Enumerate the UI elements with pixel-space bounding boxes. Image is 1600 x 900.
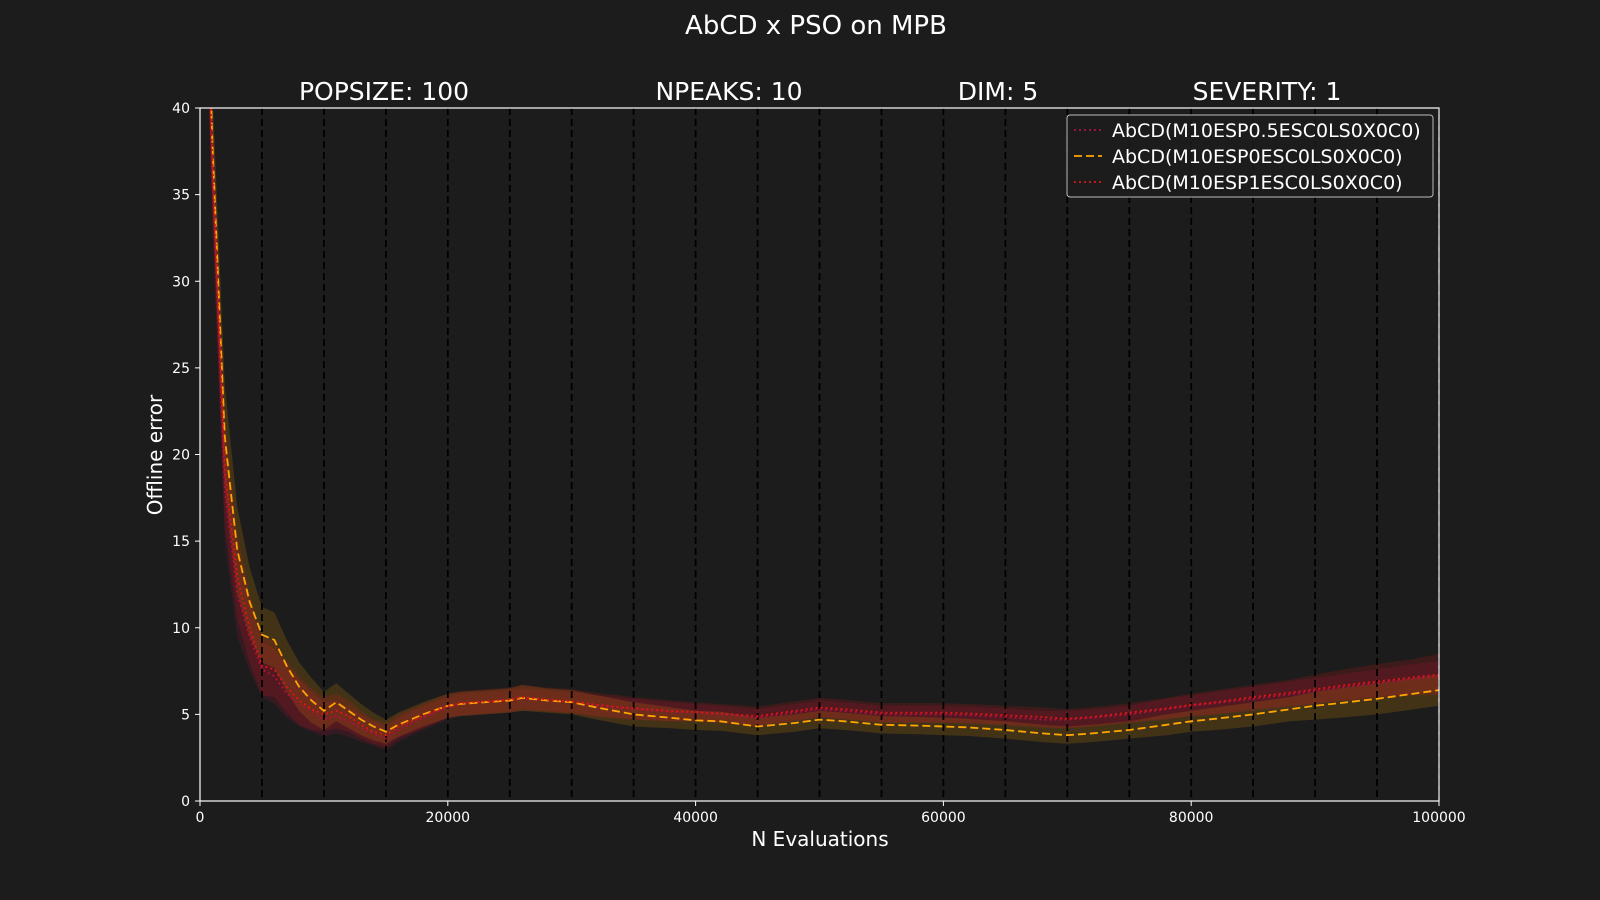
subtitle-popsize: POPSIZE: 100 bbox=[299, 77, 469, 106]
series-lines bbox=[209, 108, 1439, 740]
legend-label-1: AbCD(M10ESP0.5ESC0LS0X0C0) bbox=[1112, 120, 1421, 142]
y-tick-label: 5 bbox=[181, 707, 190, 723]
y-tick-label: 30 bbox=[172, 274, 190, 290]
y-axis-ticks: 0 5 10 15 20 25 30 35 40 bbox=[172, 101, 200, 810]
x-tick-label: 100000 bbox=[1412, 810, 1465, 826]
plot-area: 0 20000 40000 60000 80000 100000 0 5 10 15 20 25 30… bbox=[172, 101, 1466, 826]
series-line-1 bbox=[209, 108, 1439, 740]
y-tick-label: 35 bbox=[172, 188, 190, 204]
series-line-3 bbox=[209, 108, 1439, 737]
x-axis-ticks: 0 20000 40000 60000 80000 100000 bbox=[196, 801, 1466, 826]
y-tick-label: 20 bbox=[172, 448, 190, 464]
legend-box bbox=[1066, 114, 1434, 198]
x-tick-label: 60000 bbox=[921, 810, 966, 826]
y-tick-label: 25 bbox=[172, 361, 190, 377]
x-tick-label: 80000 bbox=[1169, 810, 1214, 826]
legend-label-2: AbCD(M10ESP0ESC0LS0X0C0) bbox=[1112, 146, 1403, 168]
legend-label-3: AbCD(M10ESP1ESC0LS0X0C0) bbox=[1112, 172, 1403, 194]
y-tick-label: 0 bbox=[181, 794, 190, 810]
subtitle-severity: SEVERITY: 1 bbox=[1193, 77, 1342, 106]
subtitle-npeaks: NPEAKS: 10 bbox=[655, 77, 802, 106]
series-line-2 bbox=[210, 108, 1439, 737]
y-tick-label: 15 bbox=[172, 534, 190, 550]
chart-title: AbCD x PSO on MPB bbox=[685, 11, 947, 41]
legend: AbCD(M10ESP0.5ESC0LS0X0C0) AbCD(M10ESP0ES… bbox=[1066, 114, 1434, 198]
x-axis-label: N Evaluations bbox=[751, 827, 888, 851]
series-band-3 bbox=[209, 108, 1439, 748]
y-tick-label: 10 bbox=[172, 621, 190, 637]
x-tick-label: 40000 bbox=[673, 810, 718, 826]
subtitle-dim: DIM: 5 bbox=[958, 77, 1038, 106]
y-axis-label: Offline error bbox=[143, 394, 167, 515]
y-tick-label: 40 bbox=[172, 101, 190, 117]
x-tick-label: 20000 bbox=[426, 810, 471, 826]
x-tick-label: 0 bbox=[196, 810, 205, 826]
